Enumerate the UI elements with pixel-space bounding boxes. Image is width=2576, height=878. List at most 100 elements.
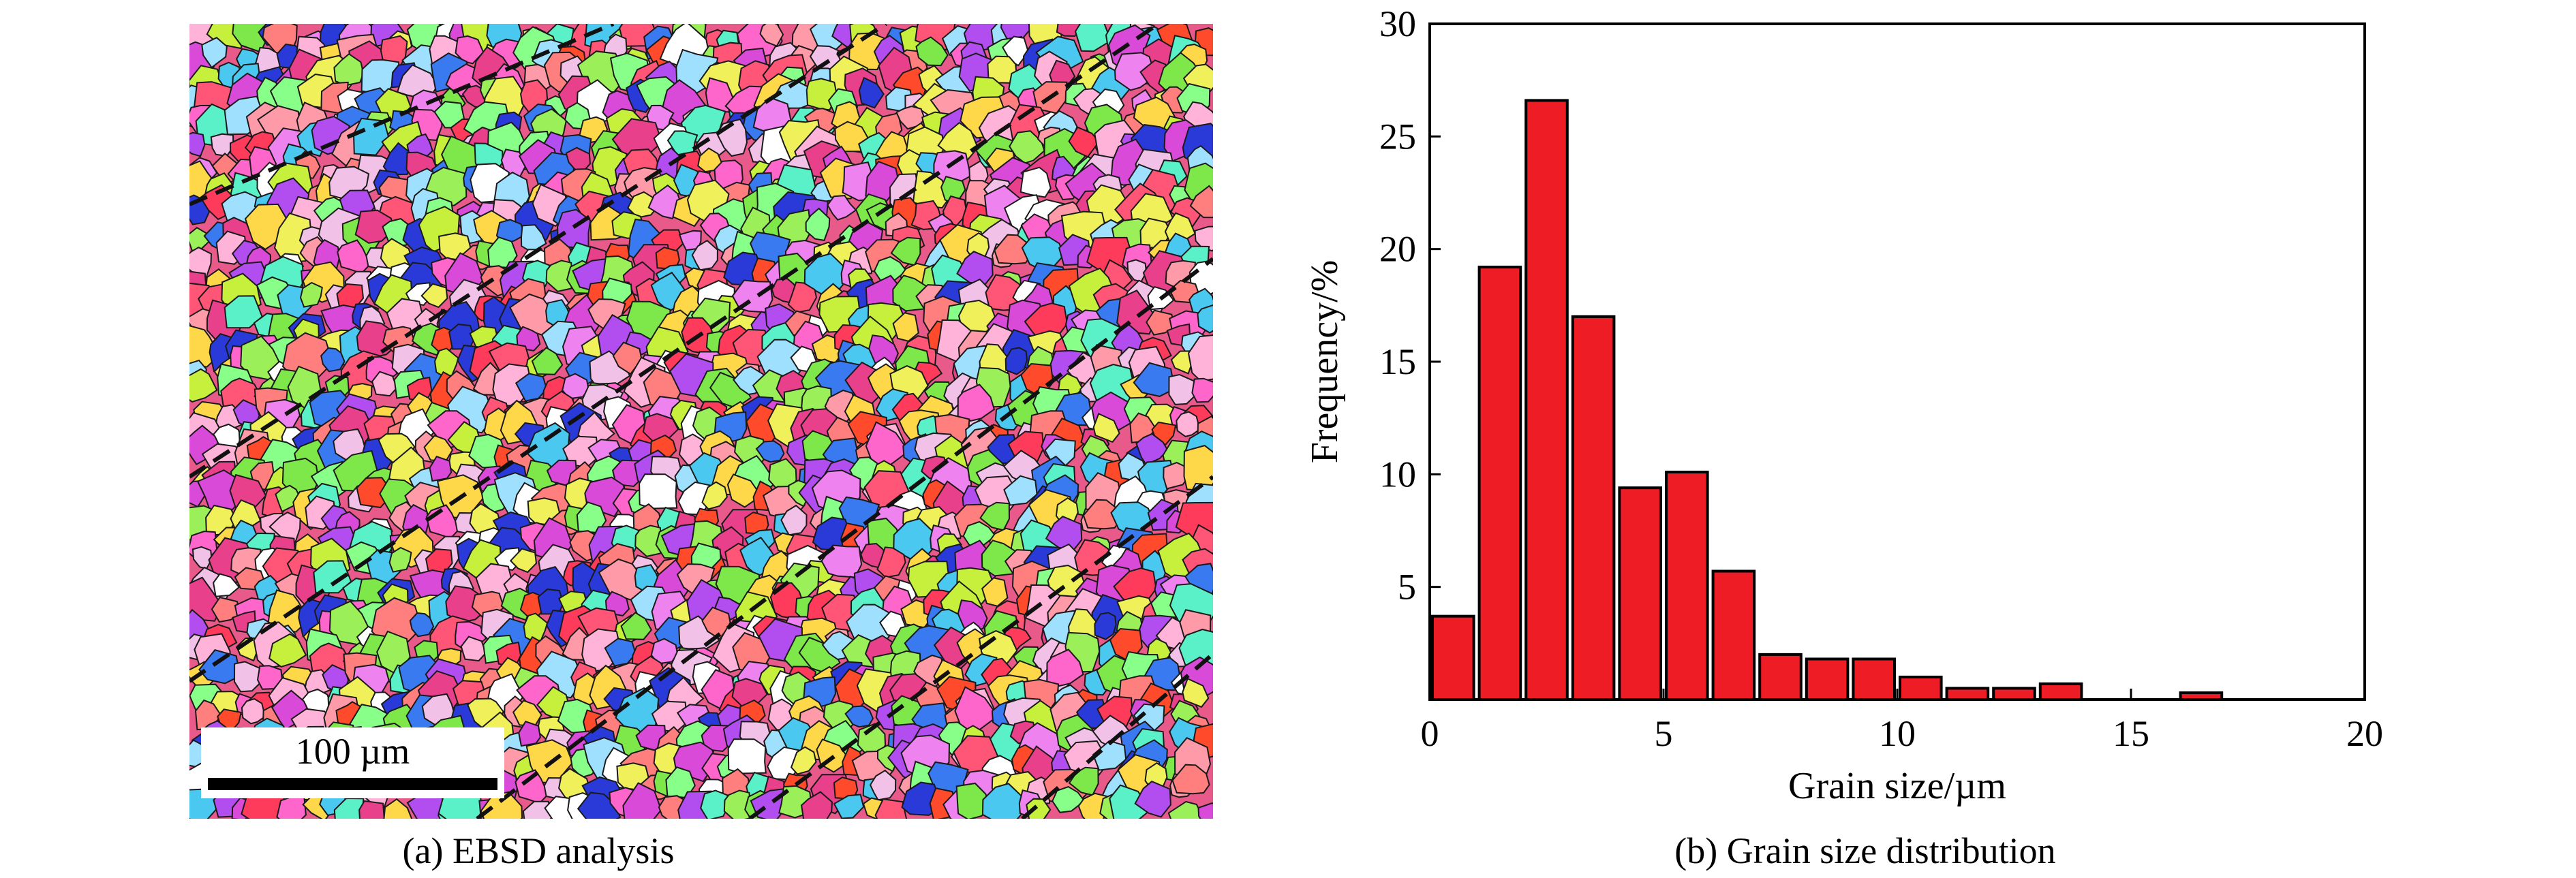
ebsd-grain (333, 797, 365, 819)
ebsd-grain (409, 612, 435, 638)
bar-8 (1758, 653, 1803, 701)
scale-bar-label: 100 µm (295, 731, 410, 772)
ebsd-grain (957, 383, 996, 423)
ebsd-grain (1046, 648, 1084, 688)
ebsd-grain (874, 798, 908, 819)
bar-5 (1618, 486, 1662, 701)
ebsd-grain (1197, 802, 1213, 819)
ebsd-grain (189, 131, 206, 157)
ebsd-grain (1171, 764, 1210, 795)
ebsd-grain (1092, 740, 1127, 771)
ebsd-grain (647, 184, 683, 219)
ebsd-dashed-bands (189, 24, 1213, 819)
ebsd-grain (1187, 334, 1213, 382)
bar-14 (2038, 682, 2083, 701)
ebsd-grain (275, 484, 303, 513)
x-tick-label: 10 (1879, 713, 1916, 754)
ebsd-band-line (476, 257, 1213, 819)
ebsd-grain (1109, 784, 1150, 819)
ebsd-grain (1092, 413, 1120, 443)
ebsd-grain (612, 341, 643, 375)
ebsd-grain (780, 504, 808, 536)
ebsd-grain (1194, 225, 1213, 252)
ebsd-grain (759, 24, 784, 47)
ebsd-grain (755, 440, 785, 463)
ebsd-grain (858, 76, 885, 109)
ebsd-grain (726, 473, 763, 508)
ebsd-grain (1197, 304, 1213, 334)
ebsd-grain (516, 326, 541, 351)
ebsd-grain (1182, 678, 1210, 708)
ebsd-grain (269, 633, 307, 668)
ebsd-grain (1082, 499, 1122, 530)
ebsd-grain (634, 524, 663, 557)
ebsd-grain (833, 794, 865, 819)
ebsd-grain (320, 347, 346, 373)
ebsd-grain (211, 596, 241, 623)
ebsd-grain (233, 661, 265, 693)
ebsd-grain (1194, 27, 1213, 57)
y-tick-label: 20 (1379, 229, 1416, 270)
y-tick-label: 5 (1398, 567, 1416, 608)
ebsd-grain (622, 782, 662, 819)
x-axis-label: Grain size/µm (1788, 765, 2006, 807)
ebsd-grain (1146, 309, 1176, 336)
y-tick-label: 15 (1379, 341, 1416, 382)
ebsd-grain (545, 260, 574, 292)
ebsd-grain (382, 142, 412, 176)
bar-7 (1711, 569, 1756, 702)
ebsd-grain (801, 791, 833, 819)
ebsd-grain (723, 789, 752, 819)
ebsd-grain (333, 52, 365, 87)
x-ticks: 0 5 10 15 20 (1421, 689, 2383, 754)
ebsd-grain (1056, 24, 1082, 37)
ebsd-grain (650, 638, 679, 665)
ebsd-grain (388, 546, 412, 573)
ebsd-grain (1176, 411, 1201, 437)
ebsd-grain (1133, 362, 1176, 397)
ebsd-grain (1094, 612, 1117, 640)
ebsd-grain (256, 665, 283, 690)
bars (1431, 99, 2224, 702)
y-axis-label: Frequency/% (1304, 260, 1346, 464)
ebsd-grain (700, 789, 729, 819)
bar-3 (1524, 99, 1569, 701)
bar-2 (1477, 266, 1522, 701)
ebsd-grain (790, 746, 817, 775)
ebsd-grain (890, 236, 921, 266)
bar-12 (1945, 687, 1990, 702)
y-tick-label: 10 (1379, 454, 1416, 495)
scale-bar-box: 100 µm (201, 727, 504, 798)
ebsd-grains (189, 24, 1213, 819)
ebsd-grain (495, 219, 526, 245)
ebsd-grain (1026, 798, 1052, 819)
ebsd-grain (701, 481, 728, 510)
ebsd-grain (1191, 377, 1213, 403)
ebsd-grain (827, 195, 857, 221)
ebsd-grain (1003, 475, 1038, 506)
ebsd-grain (979, 501, 1011, 531)
ebsd-grain (531, 347, 564, 375)
y-ticks: 5 10 15 20 25 30 (1379, 3, 1441, 608)
ebsd-grain (1019, 166, 1052, 198)
ebsd-band-line (1021, 652, 1213, 819)
ebsd-band-line (189, 24, 1160, 683)
ebsd-grain (1074, 24, 1112, 52)
ebsd-grain (876, 546, 906, 578)
ebsd-grain (1052, 785, 1086, 813)
ebsd-grain (213, 573, 241, 597)
ebsd-grain (994, 234, 1032, 265)
ebsd-grain (844, 705, 874, 728)
scale-bar (208, 778, 497, 790)
ebsd-grain (299, 281, 323, 308)
x-tick-label: 5 (1655, 713, 1673, 754)
bar-11 (1899, 675, 1943, 702)
ebsd-grain (787, 281, 818, 313)
bar-1 (1431, 614, 1475, 701)
ebsd-grain (1168, 373, 1200, 405)
ebsd-grain (981, 783, 1028, 819)
ebsd-grain (371, 371, 398, 397)
ebsd-grain (480, 791, 523, 819)
